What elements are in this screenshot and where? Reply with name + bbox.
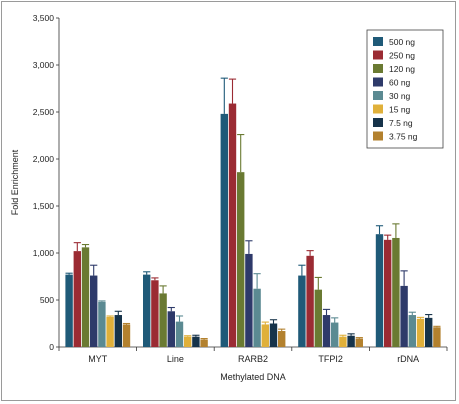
bars	[65, 77, 441, 347]
bar	[400, 285, 408, 347]
bar	[159, 293, 167, 347]
bar	[269, 323, 278, 347]
legend-label: 3.75 ng	[389, 132, 418, 142]
bar	[339, 336, 347, 347]
bar	[167, 311, 175, 347]
legend-swatch	[373, 37, 383, 46]
y-axis: 0 500 1,000 1,500 2,000 2,500 3,000 3,500	[33, 13, 60, 352]
bar	[200, 339, 208, 347]
bar	[433, 327, 441, 347]
bar	[143, 274, 151, 347]
y-axis-label: Fold Enrichment	[10, 149, 20, 215]
x-tick-label: MYT	[88, 354, 108, 364]
y-tick-label: 500	[40, 295, 54, 305]
bar	[278, 331, 286, 347]
y-tick-label: 1,500	[33, 201, 55, 211]
bar	[106, 316, 114, 347]
legend-swatch	[373, 64, 383, 73]
bar	[228, 103, 237, 347]
bar	[90, 275, 98, 347]
x-tick-label: TFPI2	[318, 354, 343, 364]
bar	[184, 336, 192, 347]
y-tick-label: 2,000	[33, 154, 55, 164]
y-tick-label: 2,500	[33, 107, 55, 117]
legend-swatch	[373, 91, 383, 100]
bar	[425, 317, 433, 347]
bar	[261, 324, 269, 347]
legend-label: 60 ng	[389, 78, 411, 88]
bar	[220, 113, 228, 347]
y-tick-label: 0	[49, 342, 54, 352]
legend: 500 ng 250 ng 120 ng 60 ng 30 ng 15 ng 7.5 ng 3…	[366, 29, 444, 149]
bar	[192, 336, 200, 347]
legend-swatch	[373, 131, 383, 141]
x-axis: MYT Line RARB2 TFPI2 rDNA	[58, 346, 448, 364]
legend-swatch	[373, 50, 383, 60]
bar	[392, 237, 400, 347]
y-tick-label: 3,000	[33, 60, 55, 70]
legend-label: 500 ng	[389, 37, 415, 47]
bar	[245, 253, 253, 347]
y-tick-label: 3,500	[33, 13, 55, 23]
bar	[408, 315, 416, 347]
x-tick-label: Line	[167, 354, 184, 364]
bar	[375, 234, 384, 347]
bar	[175, 321, 184, 347]
bar	[65, 274, 73, 347]
bar	[151, 280, 159, 347]
bar	[298, 275, 306, 347]
legend-label: 30 ng	[389, 91, 411, 101]
x-tick-label: RARB2	[238, 354, 268, 364]
bar	[384, 239, 392, 347]
bar	[322, 315, 331, 347]
y-tick-label: 1,000	[33, 248, 55, 258]
legend-label: 250 ng	[389, 51, 415, 61]
bar	[331, 322, 339, 347]
bar	[314, 289, 322, 347]
bar	[73, 251, 81, 347]
bar	[98, 301, 106, 347]
bar	[81, 247, 90, 347]
x-axis-label: Methylated DNA	[220, 372, 286, 382]
legend-swatch	[373, 118, 383, 127]
legend-swatch	[373, 77, 383, 87]
bar	[122, 324, 131, 347]
bar	[306, 255, 314, 347]
bar	[347, 335, 355, 347]
legend-swatch	[373, 104, 383, 114]
bar	[114, 315, 122, 347]
bar	[253, 288, 261, 347]
bar	[237, 172, 245, 347]
legend-label: 7.5 ng	[389, 118, 413, 128]
legend-label: 120 ng	[389, 64, 415, 74]
x-tick-label: rDNA	[397, 354, 419, 364]
bar	[416, 318, 425, 347]
legend-box	[366, 29, 444, 149]
bar	[355, 338, 363, 347]
legend-label: 15 ng	[389, 105, 411, 115]
